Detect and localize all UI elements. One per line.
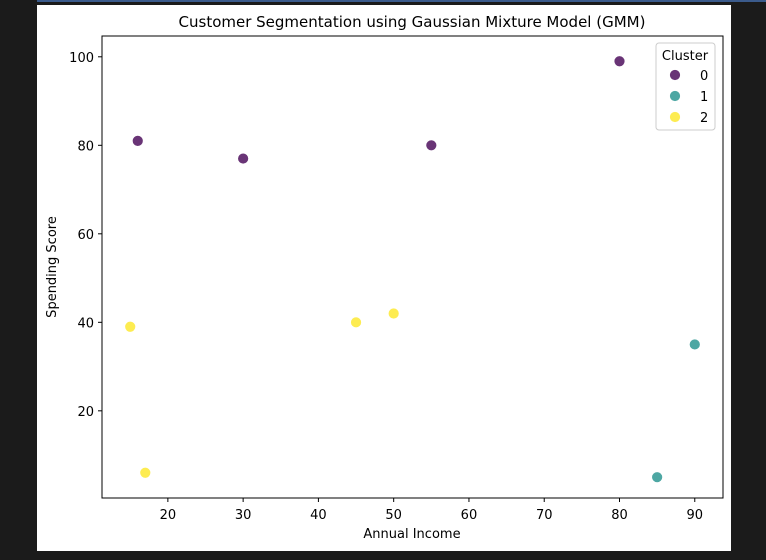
y-tick-label: 80 xyxy=(77,139,94,154)
y-axis-ticks: 20 40 60 80 100 xyxy=(69,51,102,420)
legend-label-cluster-1: 1 xyxy=(700,90,708,105)
legend-marker-cluster-2 xyxy=(669,111,681,123)
scatter-chart: Customer Segmentation using Gaussian Mix… xyxy=(45,13,724,542)
window-top-accent xyxy=(37,0,766,2)
data-point-cluster-2 xyxy=(387,307,400,320)
x-tick-label: 60 xyxy=(461,508,478,523)
x-tick-label: 70 xyxy=(536,508,553,523)
figure-canvas: Customer Segmentation using Gaussian Mix… xyxy=(37,5,731,551)
data-points xyxy=(124,55,701,484)
y-tick-label: 40 xyxy=(77,316,94,331)
x-tick-label: 80 xyxy=(611,508,628,523)
data-point-cluster-0 xyxy=(613,55,626,68)
legend-marker-cluster-0 xyxy=(669,69,681,81)
y-tick-label: 100 xyxy=(69,51,94,66)
legend-items: 0 1 2 xyxy=(669,69,708,126)
x-axis-ticks: 20 30 40 50 60 70 80 90 xyxy=(160,498,703,523)
data-point-cluster-2 xyxy=(124,320,137,333)
legend-title: Cluster xyxy=(662,49,709,64)
y-tick-label: 20 xyxy=(77,405,94,420)
y-axis-label: Spending Score xyxy=(45,216,60,318)
data-point-cluster-2 xyxy=(139,466,152,479)
legend-box xyxy=(655,42,716,131)
legend-label-cluster-2: 2 xyxy=(700,111,708,126)
x-tick-label: 20 xyxy=(160,508,177,523)
x-tick-label: 90 xyxy=(686,508,703,523)
y-tick-label: 60 xyxy=(77,228,94,243)
chart-title: Customer Segmentation using Gaussian Mix… xyxy=(179,13,646,31)
data-point-cluster-0 xyxy=(131,134,144,147)
legend-label-cluster-0: 0 xyxy=(700,69,708,84)
legend: Cluster 0 1 2 xyxy=(655,42,716,131)
data-point-cluster-1 xyxy=(688,338,701,351)
data-point-cluster-2 xyxy=(350,316,362,329)
data-point-cluster-0 xyxy=(425,139,438,152)
data-point-cluster-0 xyxy=(237,152,250,165)
x-tick-label: 30 xyxy=(235,508,252,523)
x-axis-label: Annual Income xyxy=(363,527,460,542)
legend-marker-cluster-1 xyxy=(669,90,681,102)
x-tick-label: 50 xyxy=(385,508,402,523)
data-point-cluster-1 xyxy=(651,471,664,484)
x-tick-label: 40 xyxy=(310,508,327,523)
plot-area-frame xyxy=(101,35,724,499)
